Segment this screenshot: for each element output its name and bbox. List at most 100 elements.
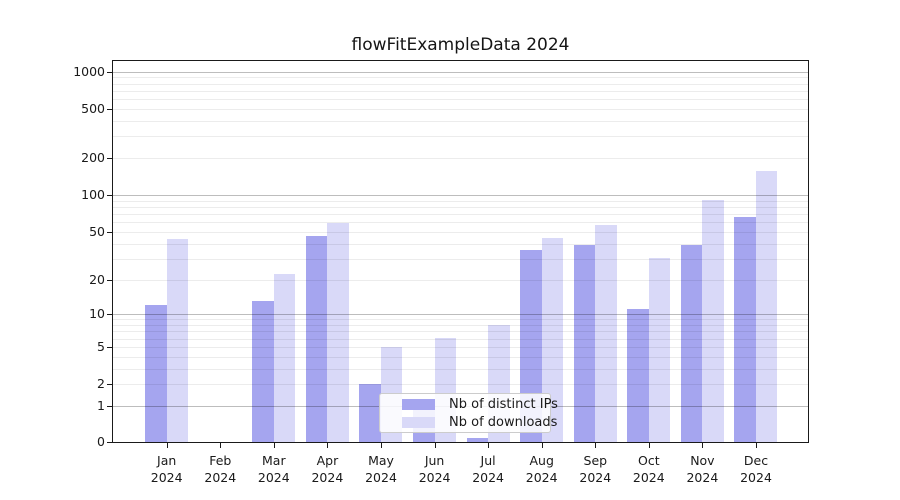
gridline-minor [112,83,809,85]
legend: Nb of distinct IPs Nb of downloads [379,393,558,433]
bar-downloads-mar [273,274,296,443]
legend-swatch-distinct-ips [402,398,435,410]
x-tick-mark [327,443,329,448]
bar-downloads-nov [702,199,724,443]
gridline-minor [112,206,809,208]
bar-downloads-apr [327,222,349,443]
y-tick-label: 50 [89,223,105,239]
x-tick-label: Jun 2024 [418,453,451,485]
y-tick-mark [107,279,112,281]
x-tick-label: Jan 2024 [150,453,183,485]
bar-distinct-ips-apr [305,235,328,443]
gridline-minor [112,384,809,386]
gridline-minor [112,338,809,340]
y-tick-label: 2 [97,376,105,392]
x-tick-mark [273,443,275,448]
bar-distinct-ips-oct [627,309,649,443]
x-tick-label: Oct 2024 [632,453,665,485]
legend-label-distinct-ips: Nb of distinct IPs [449,396,558,412]
gridline-minor [112,200,809,202]
bar-distinct-ips-sep [573,244,596,443]
x-tick-mark [166,443,168,448]
gridline-minor [112,243,809,245]
bar-distinct-ips-dec [734,216,756,443]
x-tick-label: Nov 2024 [686,453,719,485]
y-tick-mark [107,384,112,386]
legend-item-distinct-ips: Nb of distinct IPs [402,397,558,412]
gridline-minor [112,346,809,348]
y-tick-label: 1 [97,398,105,413]
bar-distinct-ips-nov [680,244,703,443]
y-tick-label: 5 [97,338,105,354]
legend-item-downloads: Nb of downloads [402,415,557,430]
y-tick-mark [107,231,112,233]
y-tick-label: 1000 [73,63,105,79]
x-tick-mark [220,443,222,448]
x-tick-mark [756,443,757,448]
y-tick-label: 0 [97,434,105,449]
x-tick-mark [595,443,597,448]
gridline-minor [112,325,809,327]
y-tick-mark [107,346,112,348]
plot-area [112,60,809,443]
x-tick-mark [381,443,382,448]
bar-downloads-sep [595,224,617,443]
gridline-minor [112,99,809,100]
bar-distinct-ips-jul [466,437,489,443]
y-tick-label: 500 [81,100,105,116]
bar-downloads-oct [648,258,671,443]
y-tick-mark [107,406,112,407]
bar-downloads-aug [541,238,564,443]
gridline-major [112,71,809,73]
gridline-minor [112,231,809,233]
y-tick-mark [107,314,112,316]
bar-distinct-ips-mar [252,301,274,443]
x-tick-label: Apr 2024 [311,453,344,485]
legend-label-downloads: Nb of downloads [449,414,558,430]
gridline-minor [112,157,809,159]
x-tick-mark [648,443,650,448]
x-tick-label: Aug 2024 [525,453,558,485]
bar-downloads-dec [755,170,778,443]
bar-downloads-jan [166,239,189,443]
y-tick-label: 20 [89,271,105,287]
gridline-minor [112,356,809,358]
y-tick-mark [107,157,112,159]
legend-swatch-downloads [402,416,435,428]
gridline-minor [112,319,809,321]
y-tick-mark [107,108,112,110]
gridline-minor [112,213,809,215]
gridline-minor [112,279,809,281]
x-tick-label: Jul 2024 [472,453,504,485]
y-tick-mark [107,71,112,73]
x-tick-label: Dec 2024 [740,453,772,485]
gridline-minor [112,368,809,370]
gridline-major [112,195,809,196]
x-tick-label: Sep 2024 [579,453,612,485]
y-tick-mark [107,442,112,443]
gridline-minor [112,108,809,110]
gridline-minor [112,258,809,260]
x-tick-mark [541,443,543,448]
gridline-major [112,314,809,316]
gridline-minor [112,222,809,224]
y-tick-label: 200 [81,149,105,165]
bar-distinct-ips-jan [145,305,167,443]
chart-title: flowFitExampleData 2024 [351,35,570,55]
bar-distinct-ips-may [359,383,381,443]
x-tick-mark [702,443,704,448]
y-tick-label: 100 [81,187,105,202]
gridline-minor [112,331,809,333]
x-tick-mark [488,443,490,448]
x-tick-label: May 2024 [365,453,397,485]
x-tick-label: Mar 2024 [257,453,290,485]
gridline-minor [112,120,809,122]
y-tick-mark [107,195,112,196]
gridline-minor [112,136,809,138]
y-tick-label: 10 [89,306,105,322]
x-tick-mark [434,443,436,448]
x-tick-label: Feb 2024 [204,453,237,485]
gridline-minor [112,90,809,92]
gridline-minor [112,77,809,79]
